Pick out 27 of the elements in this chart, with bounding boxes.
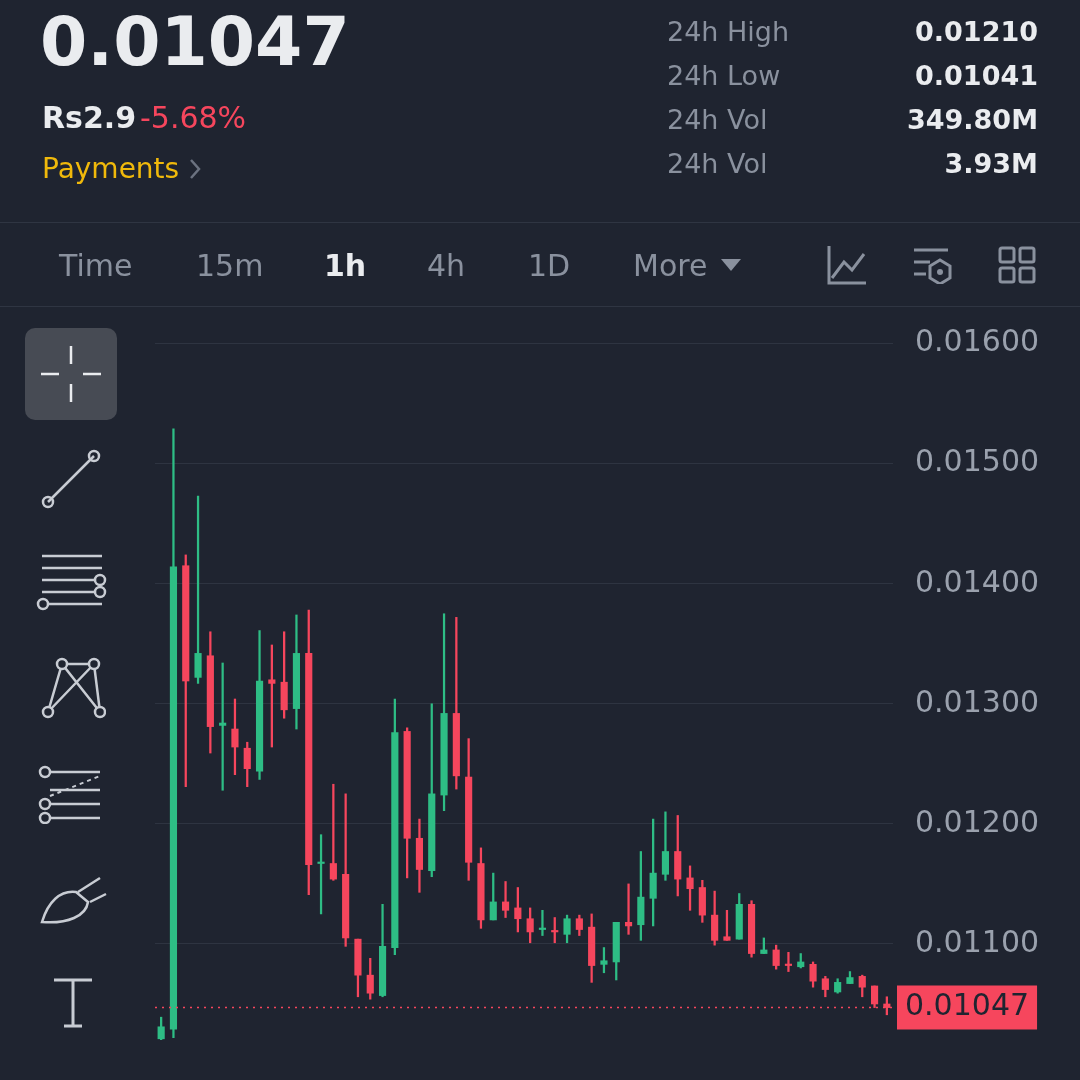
text: 24h Vol [667,104,768,135]
chart-title: 0.01047 [40,2,350,81]
text: -5.68% [140,100,247,135]
text: 1h [324,248,367,283]
text: 4h [427,248,466,283]
y-tick-label: 0.01500 [915,443,1040,479]
text: Payments [42,152,180,185]
y-tick-label: 0.01400 [915,563,1040,599]
text: 24h High [667,16,790,47]
ref-line-label: 0.01047 [905,987,1030,1023]
text: 15m [196,248,264,283]
y-tick-label: 0.01100 [915,923,1040,959]
y-tick-label: 0.01600 [915,323,1040,359]
y-tick-label: 0.01300 [915,683,1040,719]
text: 3.93M [944,148,1038,179]
candlestick [600,947,608,974]
text: 0.01041 [915,60,1038,91]
text: 349.80M [906,104,1038,135]
y-tick-label: 0.01200 [915,803,1040,839]
text: 1D [528,248,571,283]
text: 0.01210 [915,16,1038,47]
text: Rs2.9 [42,100,137,135]
text: 24h Vol [667,148,768,179]
candlestick [723,910,731,941]
text: More [633,248,708,283]
text: Time [59,248,133,283]
text: 24h Low [667,60,781,91]
